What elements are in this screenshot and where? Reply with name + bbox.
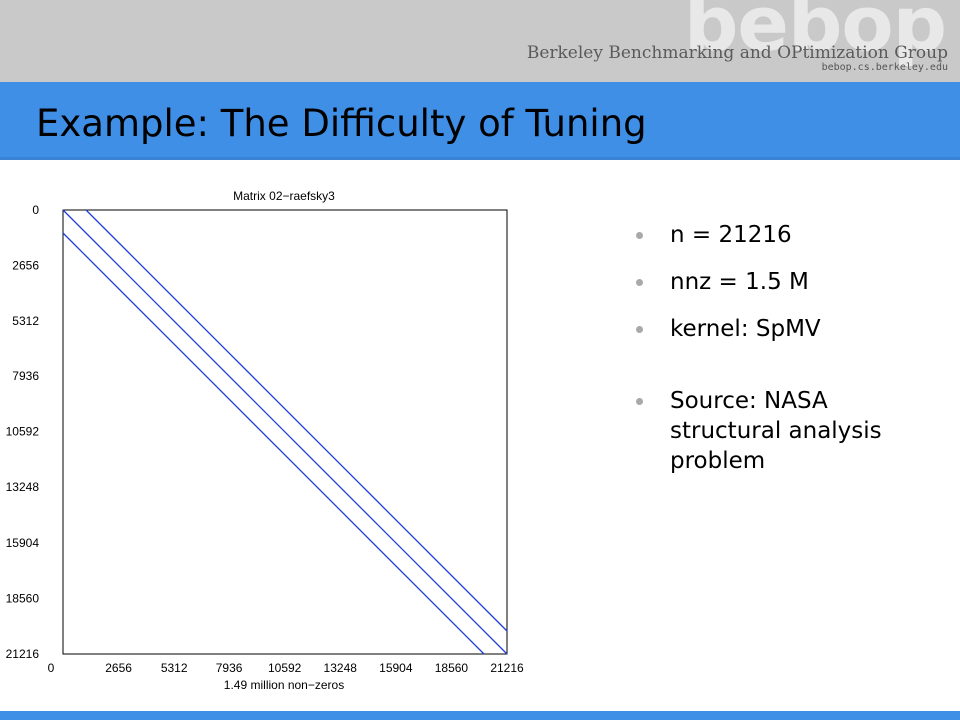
spy-marks <box>62 209 508 655</box>
bullet-dot <box>636 326 643 333</box>
bullet-text: n = 21216 <box>670 222 792 248</box>
bullet-source: Source: NASA structural analysis problem <box>636 386 946 476</box>
footer-band <box>0 711 960 720</box>
group-name: Berkeley Benchmarking and OPtimization G… <box>526 43 948 63</box>
chart-title: Matrix 02−raefsky3 <box>233 189 335 203</box>
x-tick-label: 2656 <box>105 661 132 675</box>
x-tick-labels: 0 2656 5312 7936 10592 13248 15904 18560 21216 <box>48 661 524 675</box>
bullet-dot <box>636 232 643 239</box>
title-bar <box>0 82 960 160</box>
spy-plot-svg: Matrix 02−raefsky3 0 2656 5312 7936 10592 132… <box>6 189 524 692</box>
group-url: bebop.cs.berkeley.edu <box>821 62 948 73</box>
bullet-dot <box>636 398 643 405</box>
bullet-dot <box>636 279 643 286</box>
y-tick-label: 15904 <box>6 536 40 550</box>
bullet-text: Source: NASA structural analysis problem <box>670 388 882 474</box>
y-tick-label: 0 <box>32 203 39 217</box>
bullet-list: n = 21216 nnz = 1.5 M kernel: SpMV Sourc… <box>636 220 946 476</box>
spy-plot: Matrix 02−raefsky3 0 2656 5312 7936 10592 132… <box>0 178 530 698</box>
x-tick-label: 21216 <box>490 661 524 675</box>
x-tick-label: 0 <box>48 661 55 675</box>
y-tick-label: 10592 <box>6 425 40 439</box>
bullet-kernel: kernel: SpMV <box>636 314 946 344</box>
spy-band-0 <box>62 209 508 655</box>
bullet-nnz: nnz = 1.5 M <box>636 267 946 297</box>
x-tick-label: 10592 <box>268 661 302 675</box>
x-axis-label: 1.49 million non−zeros <box>224 678 344 692</box>
y-tick-label: 5312 <box>12 314 39 328</box>
bullet-n: n = 21216 <box>636 220 946 250</box>
x-tick-label: 13248 <box>324 661 358 675</box>
bullet-text: kernel: SpMV <box>670 316 821 342</box>
y-tick-label: 21216 <box>6 647 40 661</box>
spy-band-1 <box>85 209 508 632</box>
bullet-text: nnz = 1.5 M <box>670 269 809 295</box>
x-tick-label: 15904 <box>379 661 413 675</box>
slide-title: Example: The Difficulty of Tuning <box>36 102 647 145</box>
x-tick-label: 18560 <box>435 661 469 675</box>
y-tick-labels: 0 2656 5312 7936 10592 13248 15904 18560 21216 <box>6 203 40 661</box>
x-tick-label: 7936 <box>216 661 243 675</box>
header-band: bebop Berkeley Benchmarking and OPtimiza… <box>0 0 960 82</box>
y-tick-label: 7936 <box>12 369 39 383</box>
y-tick-label: 18560 <box>6 591 40 605</box>
x-tick-label: 5312 <box>161 661 188 675</box>
bebop-logo: bebop <box>684 0 947 68</box>
spy-band-2 <box>62 232 485 655</box>
y-tick-label: 2656 <box>12 259 39 273</box>
y-tick-label: 13248 <box>6 480 40 494</box>
